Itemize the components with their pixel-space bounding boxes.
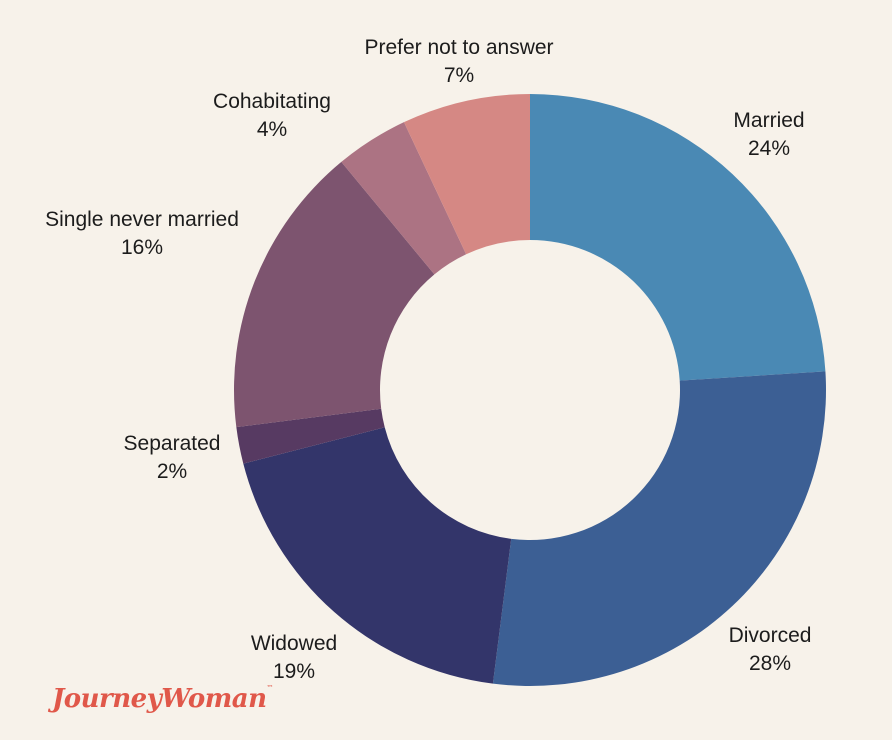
slice-label: Prefer not to answer — [364, 36, 554, 59]
slice-value: 24% — [747, 137, 791, 160]
slice-value: 19% — [272, 660, 316, 683]
slice-cohabitating — [341, 122, 467, 275]
slice-label: Divorced — [728, 624, 812, 647]
slice-label: Single never married — [45, 208, 239, 231]
label-cohabitating: Cohabitating 4% — [190, 88, 354, 144]
label-separated: Separated 2% — [102, 430, 242, 486]
slice-value: 4% — [256, 118, 288, 141]
slice-separated — [236, 408, 385, 464]
label-divorced: Divorced 28% — [700, 622, 840, 678]
label-prefer-not-to-answer: Prefer not to answer 7% — [334, 34, 584, 90]
label-widowed: Widowed 19% — [226, 630, 362, 686]
label-married: Married 24% — [704, 107, 834, 163]
slice-widowed — [243, 427, 512, 684]
slice-label: Widowed — [250, 632, 338, 655]
slice-label: Married — [733, 109, 805, 132]
slice-label: Cohabitating — [213, 90, 331, 113]
slice-single-never-married — [233, 161, 435, 428]
slice-value: 16% — [120, 236, 164, 259]
logo-text: JourneyWoman — [52, 684, 267, 714]
slice-value: 7% — [443, 64, 475, 87]
journeywoman-logo: JourneyWoman™ — [52, 684, 273, 714]
slice-value: 28% — [748, 652, 792, 675]
slice-divorced — [492, 371, 826, 686]
slice-married — [530, 94, 826, 381]
slice-value: 2% — [156, 460, 188, 483]
label-single-never-married: Single never married 16% — [20, 206, 264, 262]
slice-prefer-not-to-answer — [403, 94, 530, 255]
slice-label: Separated — [123, 432, 221, 455]
trademark-mark: ™ — [266, 684, 273, 692]
